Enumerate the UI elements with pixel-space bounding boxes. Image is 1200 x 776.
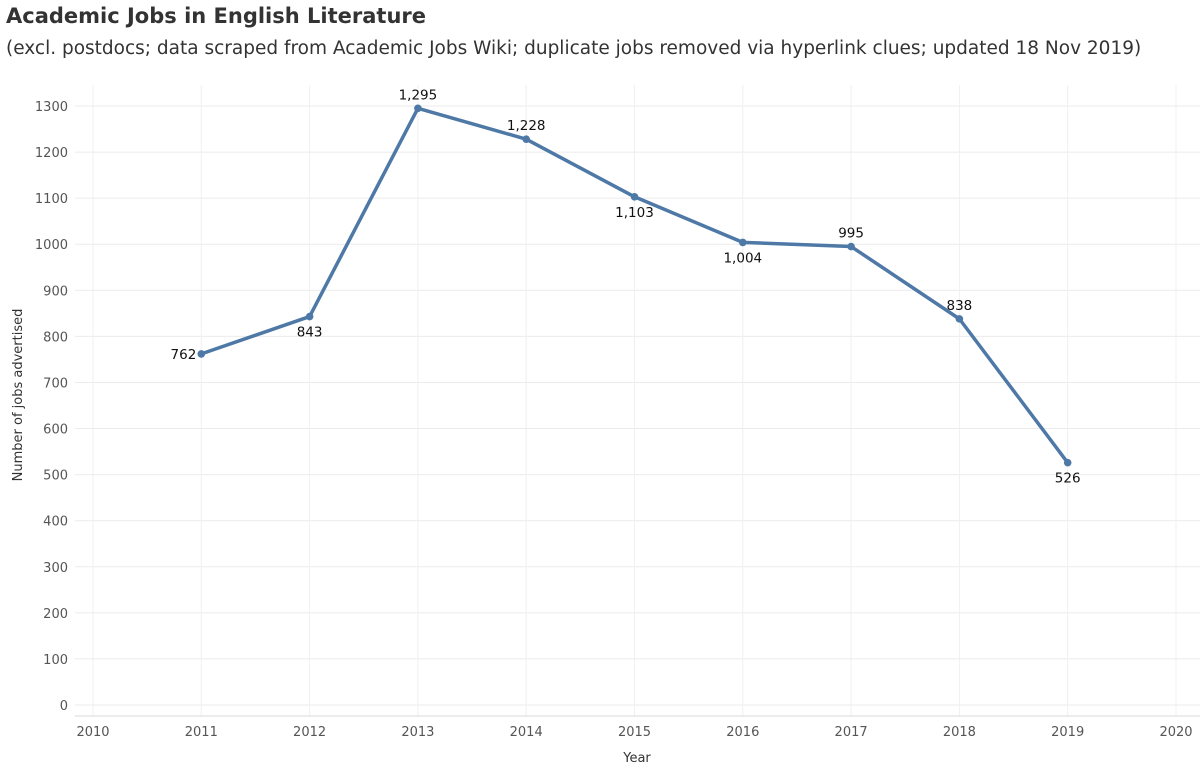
data-point [305, 312, 314, 321]
x-tick-label: 2010 [76, 725, 109, 740]
axis-ticks: 0 100 200 300 400 500 600 700 800 900 1000 1100 1200… [35, 100, 1193, 740]
y-tick-label: 1000 [35, 238, 68, 253]
data-point [1063, 458, 1072, 467]
chart-title: Academic Jobs in English Literature [6, 4, 426, 28]
y-tick-label: 1100 [35, 192, 68, 207]
y-axis-title: Number of jobs advertised [11, 309, 26, 482]
series [197, 104, 1072, 467]
data-label: 1,004 [723, 250, 762, 266]
x-tick-label: 2011 [185, 725, 218, 740]
data-point [414, 104, 422, 113]
y-tick-label: 500 [43, 469, 68, 484]
data-label: 838 [947, 298, 973, 314]
y-tick-label: 300 [43, 561, 68, 576]
data-point [197, 350, 206, 358]
y-tick-label: 1200 [35, 146, 68, 161]
data-label: 1,295 [399, 87, 438, 103]
x-tick-label: 2014 [510, 725, 543, 740]
data-label: 995 [838, 226, 864, 242]
chart-subtitle: (excl. postdocs; data scraped from Acade… [6, 38, 1142, 59]
x-tick-label: 2018 [943, 725, 976, 740]
y-tick-label: 1300 [35, 100, 68, 115]
y-tick-label: 700 [43, 376, 68, 391]
data-labels: 762 843 1,295 1,228 1,103 1,004 995 838 526 [171, 87, 1081, 486]
y-tick-label: 0 [60, 699, 68, 714]
data-label: 843 [297, 325, 323, 341]
data-point [739, 238, 747, 247]
y-tick-label: 400 [43, 515, 68, 530]
x-tick-label: 2015 [618, 725, 651, 740]
x-tick-label: 2013 [401, 725, 434, 740]
data-label: 1,103 [615, 205, 654, 221]
x-tick-label: 2016 [726, 725, 759, 740]
y-tick-label: 100 [43, 653, 68, 668]
y-tick-label: 900 [43, 284, 68, 299]
data-label: 1,228 [507, 118, 546, 134]
grid-lines [75, 85, 1200, 717]
data-point [630, 192, 639, 201]
x-tick-label: 2020 [1159, 725, 1192, 740]
x-axis-title: Year [622, 751, 651, 766]
x-tick-label: 2019 [1051, 725, 1084, 740]
y-tick-label: 200 [43, 607, 68, 622]
y-tick-label: 800 [43, 330, 68, 345]
data-label: 762 [171, 347, 197, 363]
data-point [955, 315, 964, 323]
x-tick-label: 2017 [835, 725, 868, 740]
data-label: 526 [1055, 471, 1081, 487]
data-point [522, 135, 530, 143]
data-point [847, 242, 855, 251]
y-tick-label: 600 [43, 423, 68, 438]
x-tick-label: 2012 [293, 725, 326, 740]
